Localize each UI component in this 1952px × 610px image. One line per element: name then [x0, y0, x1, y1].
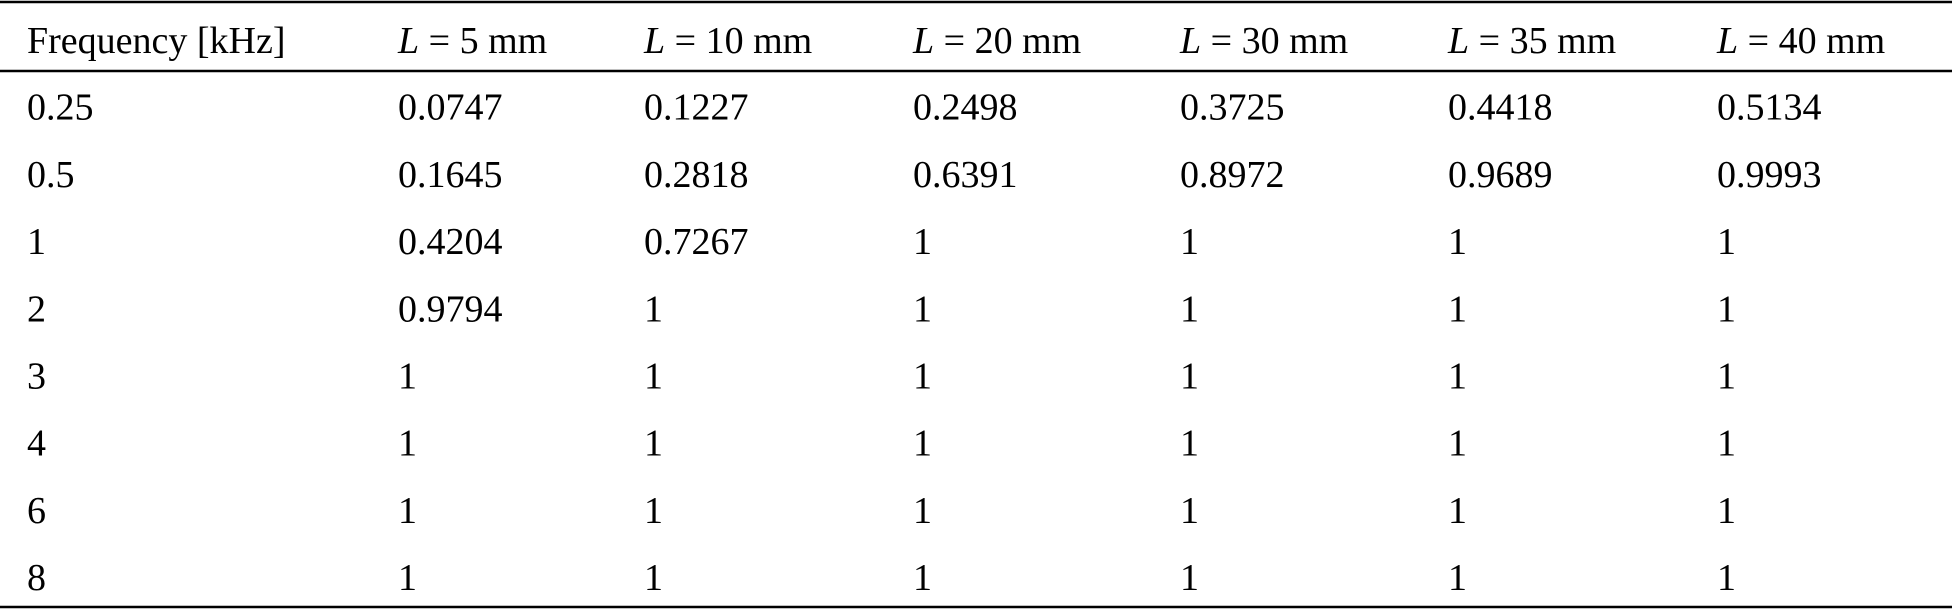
- frequency-cell: 6: [27, 490, 46, 532]
- header-symbol: L: [643, 20, 665, 62]
- value-cell: 1: [398, 356, 417, 398]
- header-symbol: L: [397, 20, 419, 62]
- frequency-cell: 8: [27, 557, 46, 599]
- header-cell: L = 35 mm: [1447, 20, 1616, 62]
- value-cell: 0.9794: [398, 288, 503, 330]
- header-symbol: L: [1179, 20, 1201, 62]
- value-cell: 0.1227: [644, 87, 749, 129]
- value-cell: 1: [1717, 557, 1736, 599]
- value-cell: 0.6391: [913, 154, 1018, 196]
- value-cell: 0.9689: [1448, 154, 1553, 196]
- value-cell: 1: [913, 221, 932, 263]
- value-cell: 1: [398, 557, 417, 599]
- header-symbol: L: [1716, 20, 1738, 62]
- header-text: = 35 mm: [1469, 20, 1616, 62]
- value-cell: 1: [398, 423, 417, 465]
- value-cell: 0.7267: [644, 221, 749, 263]
- value-cell: 1: [1448, 356, 1467, 398]
- header-text: = 40 mm: [1738, 20, 1885, 62]
- value-cell: 1: [1448, 423, 1467, 465]
- value-cell: 1: [1717, 288, 1736, 330]
- header-text: = 5 mm: [419, 20, 547, 62]
- frequency-cell: 2: [27, 288, 46, 330]
- header-symbol: L: [912, 20, 934, 62]
- value-cell: 0.2818: [644, 154, 749, 196]
- frequency-cell: 0.5: [27, 154, 75, 196]
- header-text: = 20 mm: [934, 20, 1081, 62]
- value-cell: 1: [913, 423, 932, 465]
- value-cell: 0.4418: [1448, 87, 1553, 129]
- value-cell: 1: [1717, 356, 1736, 398]
- header-symbol: L: [1447, 20, 1469, 62]
- value-cell: 0.8972: [1180, 154, 1285, 196]
- frequency-cell: 4: [27, 423, 46, 465]
- value-cell: 1: [1180, 423, 1199, 465]
- value-cell: 1: [913, 490, 932, 532]
- frequency-cell: 3: [27, 356, 46, 398]
- value-cell: 1: [644, 288, 663, 330]
- value-cell: 1: [644, 557, 663, 599]
- header-cell: L = 40 mm: [1716, 20, 1885, 62]
- header-cell: L = 5 mm: [397, 20, 547, 62]
- header-text: Frequency [kHz]: [27, 20, 286, 62]
- value-cell: 1: [1180, 288, 1199, 330]
- header-cell: L = 10 mm: [643, 20, 812, 62]
- value-cell: 0.2498: [913, 87, 1018, 129]
- frequency-cell: 1: [27, 221, 46, 263]
- header-cell: L = 30 mm: [1179, 20, 1348, 62]
- value-cell: 0.3725: [1180, 87, 1285, 129]
- value-cell: 1: [1717, 221, 1736, 263]
- header-text: = 30 mm: [1201, 20, 1348, 62]
- value-cell: 1: [1717, 490, 1736, 532]
- value-cell: 1: [1180, 356, 1199, 398]
- value-cell: 1: [644, 423, 663, 465]
- value-cell: 1: [913, 356, 932, 398]
- value-cell: 1: [1180, 490, 1199, 532]
- value-cell: 0.5134: [1717, 87, 1822, 129]
- value-cell: 0.1645: [398, 154, 503, 196]
- value-cell: 1: [1448, 221, 1467, 263]
- value-cell: 1: [1717, 423, 1736, 465]
- value-cell: 1: [644, 356, 663, 398]
- value-cell: 1: [913, 288, 932, 330]
- value-cell: 0.9993: [1717, 154, 1822, 196]
- value-cell: 1: [644, 490, 663, 532]
- header-cell: L = 20 mm: [912, 20, 1081, 62]
- frequency-cell: 0.25: [27, 87, 94, 129]
- header-cell: Frequency [kHz]: [27, 20, 286, 62]
- value-cell: 0.4204: [398, 221, 503, 263]
- value-cell: 1: [1448, 557, 1467, 599]
- value-cell: 1: [1448, 490, 1467, 532]
- value-cell: 0.0747: [398, 87, 503, 129]
- value-cell: 1: [398, 490, 417, 532]
- header-text: = 10 mm: [665, 20, 812, 62]
- value-cell: 1: [913, 557, 932, 599]
- value-cell: 1: [1448, 288, 1467, 330]
- value-cell: 1: [1180, 557, 1199, 599]
- value-cell: 1: [1180, 221, 1199, 263]
